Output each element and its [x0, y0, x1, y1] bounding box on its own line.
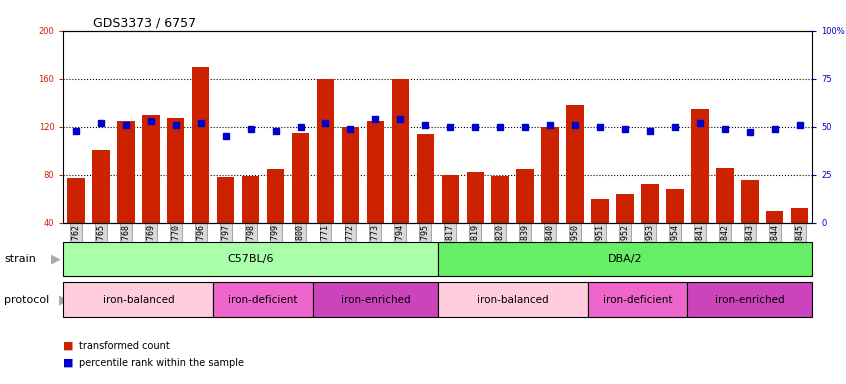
Bar [117, 121, 135, 223]
Text: iron-deficient: iron-deficient [602, 295, 673, 305]
Bar [316, 79, 334, 223]
Bar [217, 177, 234, 223]
Bar [266, 169, 284, 223]
Text: iron-enriched: iron-enriched [715, 295, 784, 305]
Text: transformed count: transformed count [79, 341, 169, 351]
Text: C57BL/6: C57BL/6 [228, 254, 274, 264]
Bar [566, 105, 584, 223]
Bar [466, 172, 484, 223]
Text: ■: ■ [63, 341, 74, 351]
Bar [641, 184, 659, 223]
Bar [366, 121, 384, 223]
Bar [292, 133, 310, 223]
Bar [541, 127, 559, 223]
Bar [591, 199, 609, 223]
Text: ▶: ▶ [51, 253, 60, 266]
Text: iron-balanced: iron-balanced [477, 295, 548, 305]
Bar [666, 189, 684, 223]
Text: ■: ■ [63, 358, 74, 368]
Text: GDS3373 / 6757: GDS3373 / 6757 [93, 17, 196, 30]
Text: iron-balanced: iron-balanced [102, 295, 174, 305]
Bar [192, 67, 210, 223]
Bar [416, 134, 434, 223]
Bar [242, 176, 260, 223]
Text: strain: strain [4, 254, 36, 264]
Text: DBA/2: DBA/2 [607, 254, 642, 264]
Text: protocol: protocol [4, 295, 49, 305]
Bar [142, 115, 160, 223]
Bar [766, 211, 783, 223]
Bar [741, 180, 759, 223]
Bar [516, 169, 534, 223]
Bar [67, 178, 85, 223]
Bar [342, 127, 360, 223]
Bar [616, 194, 634, 223]
Bar [92, 149, 110, 223]
Text: iron-enriched: iron-enriched [341, 295, 410, 305]
Bar [167, 118, 184, 223]
Bar [392, 79, 409, 223]
Bar [791, 208, 809, 223]
Text: iron-deficient: iron-deficient [228, 295, 298, 305]
Bar [716, 167, 733, 223]
Bar [492, 176, 509, 223]
Text: percentile rank within the sample: percentile rank within the sample [79, 358, 244, 368]
Bar [691, 109, 709, 223]
Text: ▶: ▶ [59, 293, 69, 306]
Bar [442, 175, 459, 223]
